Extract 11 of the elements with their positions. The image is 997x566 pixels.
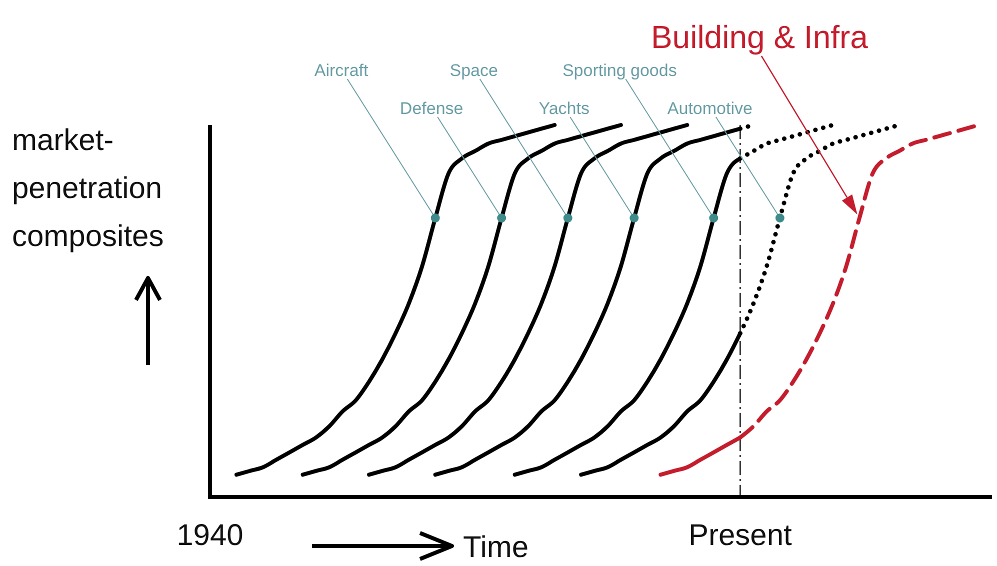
text: Building & Infra [650,19,868,55]
y-axis-title: market-penetration composites [12,124,164,253]
x-tick-label: 1940 [176,519,244,552]
text: Defense [400,99,464,118]
text: Space [450,61,498,80]
text: Aircraft [314,61,369,80]
text: Yachts [538,99,590,118]
text: Sporting goods [562,61,677,80]
x-axis-title: Time [463,531,529,564]
text: Automotive [667,99,752,118]
x-tick-label: Present [688,519,793,552]
